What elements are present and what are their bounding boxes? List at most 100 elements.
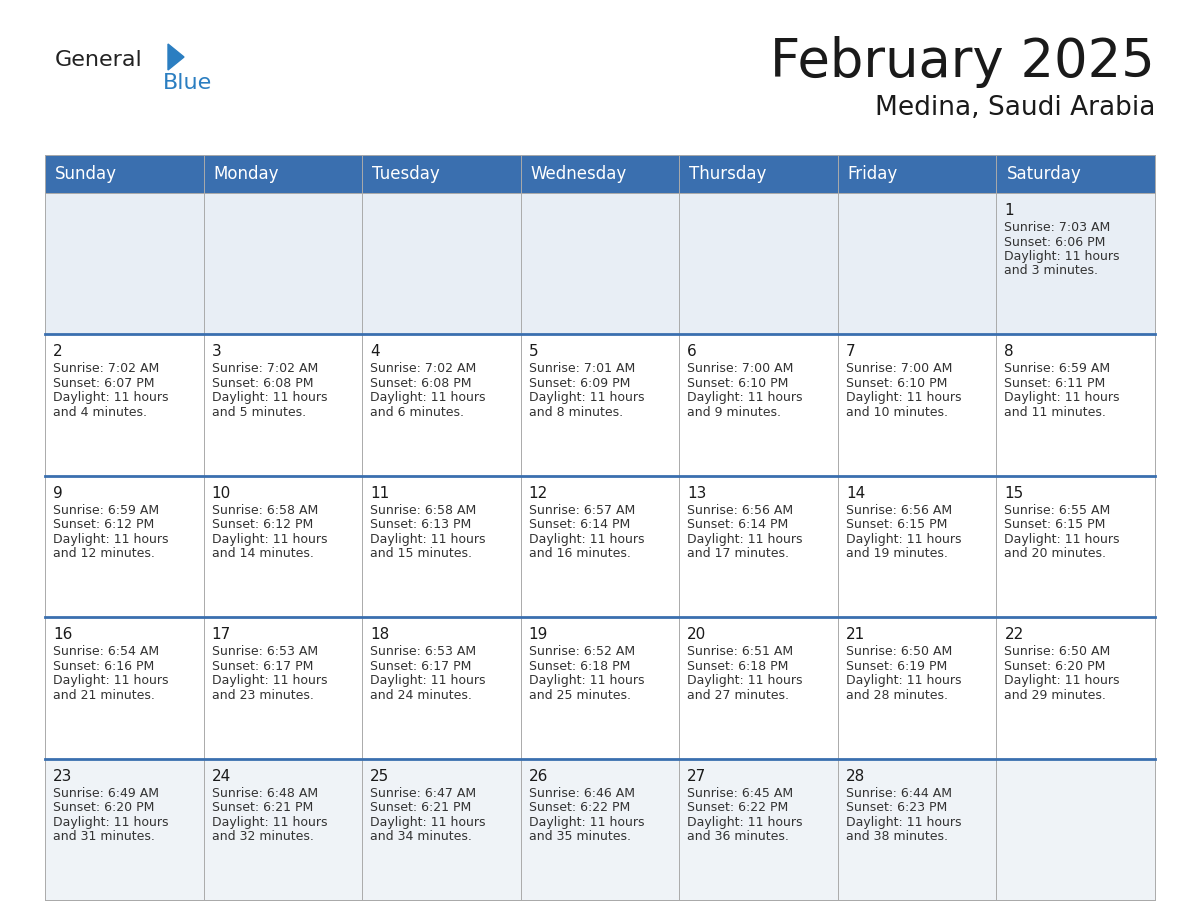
Text: Sunset: 6:22 PM: Sunset: 6:22 PM [529,801,630,814]
Text: Sunset: 6:08 PM: Sunset: 6:08 PM [371,377,472,390]
Text: and 29 minutes.: and 29 minutes. [1004,688,1106,701]
Text: Sunset: 6:10 PM: Sunset: 6:10 PM [688,377,789,390]
Text: Friday: Friday [848,165,898,183]
Text: Daylight: 11 hours: Daylight: 11 hours [53,532,169,546]
Text: Tuesday: Tuesday [372,165,440,183]
Text: 4: 4 [371,344,380,360]
Text: Sunset: 6:22 PM: Sunset: 6:22 PM [688,801,789,814]
Bar [203,476,362,617]
Text: Blue: Blue [163,73,213,93]
Text: and 35 minutes.: and 35 minutes. [529,830,631,843]
Text: Sunrise: 6:52 AM: Sunrise: 6:52 AM [529,645,634,658]
Bar [680,476,838,617]
Text: Daylight: 11 hours: Daylight: 11 hours [53,391,169,405]
Bar [680,334,838,476]
Text: Daylight: 11 hours: Daylight: 11 hours [688,391,803,405]
Text: Daylight: 11 hours: Daylight: 11 hours [1004,532,1120,546]
Bar [362,758,520,900]
Text: and 16 minutes.: and 16 minutes. [529,547,631,560]
Text: and 23 minutes.: and 23 minutes. [211,688,314,701]
Text: Sunrise: 7:00 AM: Sunrise: 7:00 AM [688,363,794,375]
Text: Sunset: 6:15 PM: Sunset: 6:15 PM [1004,519,1106,532]
Text: 16: 16 [53,627,72,643]
Text: and 10 minutes.: and 10 minutes. [846,406,948,419]
Bar [520,758,680,900]
Text: and 3 minutes.: and 3 minutes. [1004,264,1099,277]
Bar [997,476,1155,617]
Text: 26: 26 [529,768,548,784]
Text: 7: 7 [846,344,855,360]
Text: 22: 22 [1004,627,1024,643]
Bar [520,476,680,617]
Text: Daylight: 11 hours: Daylight: 11 hours [211,391,327,405]
Text: Sunrise: 6:53 AM: Sunrise: 6:53 AM [211,645,317,658]
Text: Daylight: 11 hours: Daylight: 11 hours [846,674,961,688]
Bar [680,758,838,900]
Text: 18: 18 [371,627,390,643]
Text: Sunrise: 6:49 AM: Sunrise: 6:49 AM [53,787,159,800]
Bar [997,155,1155,193]
Text: Sunrise: 7:03 AM: Sunrise: 7:03 AM [1004,221,1111,234]
Text: Sunrise: 7:01 AM: Sunrise: 7:01 AM [529,363,634,375]
Bar [362,155,520,193]
Text: Sunrise: 6:58 AM: Sunrise: 6:58 AM [211,504,318,517]
Text: and 17 minutes.: and 17 minutes. [688,547,789,560]
Text: 21: 21 [846,627,865,643]
Bar [997,617,1155,758]
Bar [45,758,203,900]
Bar [520,155,680,193]
Text: Daylight: 11 hours: Daylight: 11 hours [529,815,644,829]
Bar [203,334,362,476]
Text: Sunrise: 6:56 AM: Sunrise: 6:56 AM [846,504,952,517]
Polygon shape [168,44,184,70]
Text: Sunset: 6:18 PM: Sunset: 6:18 PM [688,660,789,673]
Bar [520,193,680,334]
Bar [362,617,520,758]
Text: General: General [55,50,143,70]
Text: and 4 minutes.: and 4 minutes. [53,406,147,419]
Bar [45,476,203,617]
Text: 1: 1 [1004,203,1015,218]
Text: Sunset: 6:14 PM: Sunset: 6:14 PM [529,519,630,532]
Text: Sunrise: 6:47 AM: Sunrise: 6:47 AM [371,787,476,800]
Text: Sunset: 6:09 PM: Sunset: 6:09 PM [529,377,630,390]
Text: Daylight: 11 hours: Daylight: 11 hours [688,674,803,688]
Text: Daylight: 11 hours: Daylight: 11 hours [846,532,961,546]
Text: and 38 minutes.: and 38 minutes. [846,830,948,843]
Text: Daylight: 11 hours: Daylight: 11 hours [846,391,961,405]
Text: Sunrise: 6:44 AM: Sunrise: 6:44 AM [846,787,952,800]
Text: Sunset: 6:14 PM: Sunset: 6:14 PM [688,519,789,532]
Text: 23: 23 [53,768,72,784]
Text: Saturday: Saturday [1006,165,1081,183]
Text: Sunset: 6:08 PM: Sunset: 6:08 PM [211,377,314,390]
Text: Sunrise: 6:48 AM: Sunrise: 6:48 AM [211,787,317,800]
Text: and 25 minutes.: and 25 minutes. [529,688,631,701]
Bar [838,334,997,476]
Bar [680,193,838,334]
Bar [680,155,838,193]
Bar [680,617,838,758]
Text: Thursday: Thursday [689,165,766,183]
Bar [520,334,680,476]
Bar [203,193,362,334]
Bar [838,155,997,193]
Bar [997,758,1155,900]
Text: Sunset: 6:12 PM: Sunset: 6:12 PM [211,519,312,532]
Text: 13: 13 [688,486,707,501]
Text: and 24 minutes.: and 24 minutes. [371,688,472,701]
Bar [45,334,203,476]
Text: Daylight: 11 hours: Daylight: 11 hours [53,815,169,829]
Text: Sunset: 6:06 PM: Sunset: 6:06 PM [1004,236,1106,249]
Text: Daylight: 11 hours: Daylight: 11 hours [211,815,327,829]
Text: and 8 minutes.: and 8 minutes. [529,406,623,419]
Bar [45,193,203,334]
Text: and 27 minutes.: and 27 minutes. [688,688,789,701]
Bar [203,617,362,758]
Text: Sunrise: 6:51 AM: Sunrise: 6:51 AM [688,645,794,658]
Text: and 19 minutes.: and 19 minutes. [846,547,948,560]
Text: Daylight: 11 hours: Daylight: 11 hours [1004,391,1120,405]
Text: 24: 24 [211,768,230,784]
Text: Medina, Saudi Arabia: Medina, Saudi Arabia [874,95,1155,121]
Text: Monday: Monday [214,165,279,183]
Text: Sunrise: 6:53 AM: Sunrise: 6:53 AM [371,645,476,658]
